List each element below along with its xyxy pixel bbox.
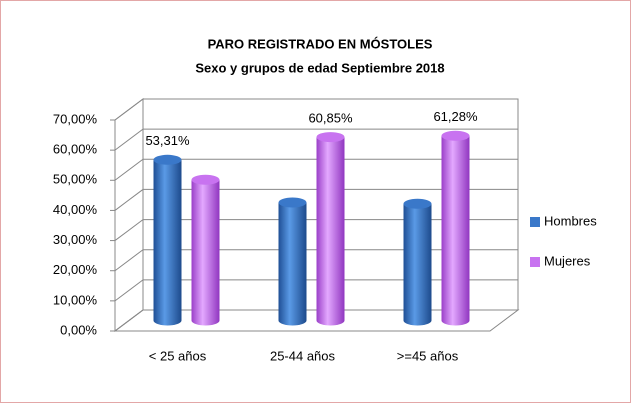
y-tick-label: 30,00% (53, 232, 98, 247)
bar-cap (403, 198, 432, 209)
legend-label: Hombres (544, 213, 597, 228)
bar (191, 179, 220, 321)
bar (278, 202, 307, 321)
bar-cap (153, 154, 182, 165)
grid-line (114, 188, 518, 211)
grid-line (114, 158, 518, 181)
grid-line (114, 249, 518, 272)
x-tick-label: >=45 años (397, 348, 459, 363)
x-tick-label: 25-44 años (270, 348, 336, 363)
grid-line (114, 219, 518, 241)
grid-line (114, 98, 518, 121)
y-tick-label: 0,00% (60, 322, 97, 337)
y-tick-label: 60,00% (53, 142, 98, 157)
legend-label: Mujeres (544, 253, 591, 268)
chart-title: PARO REGISTRADO EN MÓSTOLES (208, 36, 433, 51)
bar-cap (316, 132, 345, 143)
grid-line (114, 128, 518, 151)
legend-swatch (530, 217, 540, 227)
y-tick-label: 40,00% (53, 202, 98, 217)
chart-subtitle: Sexo y grupos de edad Septiembre 2018 (195, 60, 444, 75)
data-label: 61,28% (433, 109, 478, 124)
y-tick-label: 20,00% (53, 262, 98, 277)
y-tick-label: 50,00% (53, 172, 98, 187)
x-tick-label: < 25 años (149, 348, 207, 363)
y-tick-label: 70,00% (53, 111, 98, 126)
grid-line (114, 279, 518, 302)
bar (153, 159, 182, 321)
bar-cap (191, 174, 220, 185)
y-tick-label: 10,00% (53, 292, 98, 307)
grid-line (114, 309, 518, 332)
legend-swatch (530, 257, 540, 267)
bar (316, 137, 345, 321)
data-label: 60,85% (308, 111, 353, 126)
bar-cap (278, 197, 307, 208)
data-label: 53,31% (145, 133, 190, 148)
bar (441, 135, 470, 321)
bar-cap (441, 130, 470, 141)
bar (403, 203, 432, 321)
